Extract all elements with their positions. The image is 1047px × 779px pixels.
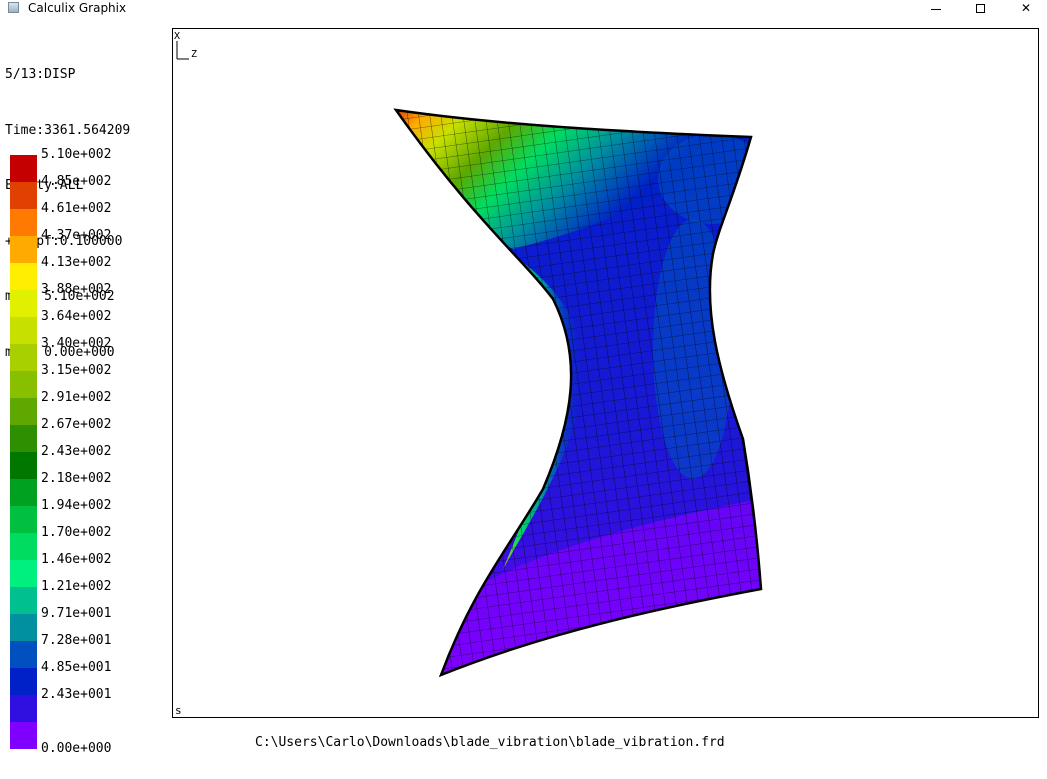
graphics-viewport[interactable]: X Z s <box>172 28 1039 718</box>
maximize-icon <box>975 3 985 13</box>
legend-swatch <box>10 533 37 560</box>
legend-label: 4.85e+002 <box>41 174 112 189</box>
legend-swatch <box>10 506 37 533</box>
close-button[interactable]: ✕ <box>1003 0 1047 16</box>
legend-swatch <box>10 182 37 209</box>
close-icon: ✕ <box>1020 1 1032 15</box>
legend-label: 9.71e+001 <box>41 606 112 621</box>
blade-model[interactable] <box>173 29 1038 717</box>
legend-label: 4.37e+002 <box>41 228 112 243</box>
legend-label: 1.46e+002 <box>41 552 112 567</box>
legend-swatch <box>10 317 37 344</box>
view-mode-indicator: s <box>175 704 182 717</box>
legend-swatch <box>10 371 37 398</box>
legend-label: 4.85e+001 <box>41 660 112 675</box>
legend-swatch <box>10 344 37 371</box>
legend-label: 4.61e+002 <box>41 201 112 216</box>
app-icon <box>8 2 19 13</box>
legend-label: 4.13e+002 <box>41 255 112 270</box>
legend-swatch <box>10 614 37 641</box>
legend-swatch <box>10 209 37 236</box>
legend-label: 3.64e+002 <box>41 309 112 324</box>
legend-label: 2.91e+002 <box>41 390 112 405</box>
legend-swatch <box>10 641 37 668</box>
legend-label: 1.21e+002 <box>41 579 112 594</box>
legend-label: 2.67e+002 <box>41 417 112 432</box>
legend-swatch <box>10 668 37 695</box>
legend-swatch <box>10 560 37 587</box>
blade-outline <box>393 108 763 678</box>
legend-swatch <box>10 452 37 479</box>
axis-triad: X Z <box>174 31 197 60</box>
legend-swatch <box>10 425 37 452</box>
minimize-icon <box>931 8 941 10</box>
x-axis-label: X <box>174 31 180 42</box>
time-label: Time:3361.564209 <box>5 122 131 138</box>
legend-label: 7.28e+001 <box>41 633 112 648</box>
window-title: Calculix Graphix <box>28 1 127 15</box>
legend-swatch <box>10 263 37 290</box>
title-bar[interactable]: Calculix Graphix ✕ <box>0 0 1047 18</box>
legend-label: 3.88e+002 <box>41 282 112 297</box>
maximize-button[interactable] <box>957 0 1003 16</box>
legend-label: 3.15e+002 <box>41 363 112 378</box>
minimize-button[interactable] <box>913 0 959 16</box>
legend-swatch <box>10 290 37 317</box>
legend-swatch <box>10 398 37 425</box>
z-axis-label: Z <box>191 49 197 60</box>
legend-swatch <box>10 236 37 263</box>
step-label: 5/13:DISP <box>5 67 76 82</box>
legend-label: 1.70e+002 <box>41 525 112 540</box>
legend-swatch <box>10 587 37 614</box>
legend-swatch <box>10 695 37 722</box>
legend-label: 5.10e+002 <box>41 147 112 162</box>
legend-label: 3.40e+002 <box>41 336 112 351</box>
legend-label: 1.94e+002 <box>41 498 112 513</box>
legend-swatch <box>10 155 37 182</box>
legend-label: 2.18e+002 <box>41 471 112 486</box>
legend-label: 0.00e+000 <box>41 741 112 756</box>
legend-swatch <box>10 722 37 749</box>
file-path-label: C:\Users\Carlo\Downloads\blade_vibration… <box>255 735 725 750</box>
legend-label: 2.43e+002 <box>41 444 112 459</box>
legend-swatch <box>10 479 37 506</box>
legend-label: 2.43e+001 <box>41 687 112 702</box>
